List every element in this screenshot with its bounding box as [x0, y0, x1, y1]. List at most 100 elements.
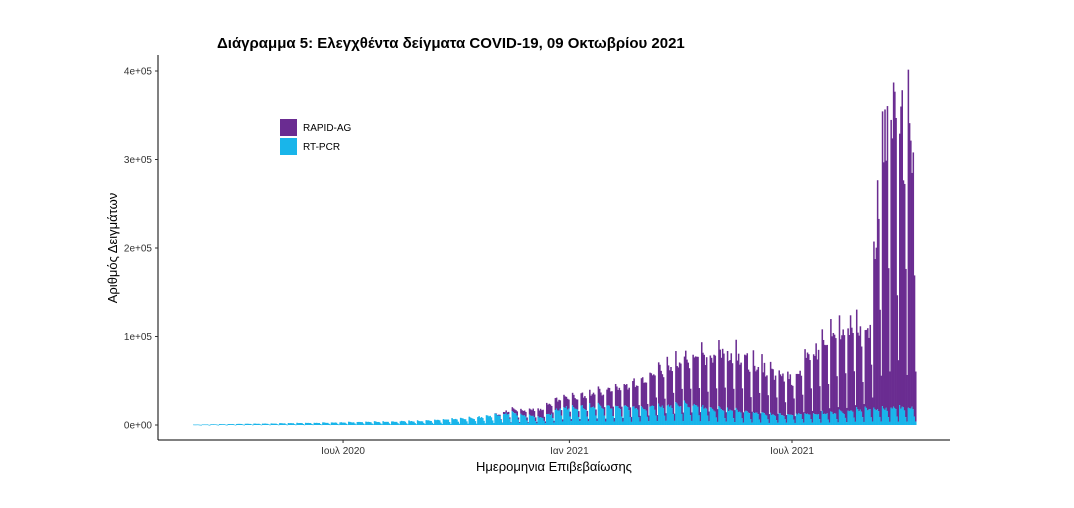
bar-rapid-ag — [827, 384, 830, 420]
bar-rt-pcr — [669, 406, 671, 425]
bar-rt-pcr — [395, 421, 398, 425]
bar-rt-pcr — [847, 410, 849, 425]
bar-rt-pcr — [823, 413, 826, 425]
bar-rt-pcr — [886, 410, 889, 425]
bar-rt-pcr — [709, 407, 712, 425]
bar-rt-pcr — [842, 413, 844, 425]
bar-rapid-ag — [576, 399, 579, 410]
bar-rapid-ag — [716, 409, 719, 422]
bar-rapid-ag — [682, 412, 685, 422]
bar-rapid-ag — [776, 397, 778, 421]
bar-rapid-ag — [498, 414, 500, 416]
bar-rt-pcr — [624, 405, 627, 425]
bar-rt-pcr — [469, 417, 472, 425]
bar-rt-pcr — [577, 416, 580, 425]
bar-rt-pcr — [753, 413, 756, 425]
bar-rt-pcr — [874, 409, 876, 425]
bar-rapid-ag — [552, 412, 554, 419]
bar-rt-pcr — [625, 406, 628, 425]
bar-rt-pcr — [470, 418, 473, 425]
bar-rt-pcr — [359, 421, 361, 425]
bar-rt-pcr — [291, 423, 293, 425]
bar-rapid-ag — [648, 415, 650, 422]
bar-rt-pcr — [511, 411, 514, 425]
bar-rt-pcr — [758, 419, 761, 425]
bar-rt-pcr — [565, 406, 568, 425]
bar-rapid-ag — [886, 106, 889, 411]
bar-rapid-ag — [789, 374, 792, 415]
bar-rapid-ag — [739, 364, 741, 412]
bar-rt-pcr — [825, 414, 827, 425]
bar-rapid-ag — [900, 106, 902, 409]
bar-rapid-ag — [622, 417, 624, 422]
bar-rt-pcr — [334, 422, 336, 425]
bar-rt-pcr — [894, 407, 896, 425]
bar-rt-pcr — [656, 421, 659, 425]
bar-rapid-ag — [859, 326, 862, 410]
bar-rt-pcr — [860, 411, 863, 425]
bar-rt-pcr — [809, 414, 811, 425]
bar-rt-pcr — [804, 413, 806, 425]
bar-rt-pcr — [852, 411, 854, 425]
bar-rt-pcr — [206, 424, 209, 426]
bar-rt-pcr — [900, 408, 902, 425]
bar-rt-pcr — [836, 419, 838, 425]
bar-rapid-ag — [895, 117, 897, 410]
bar-rt-pcr — [676, 403, 678, 425]
bar-rapid-ag — [542, 409, 544, 418]
bar-rt-pcr — [832, 413, 835, 425]
bar-rt-pcr — [509, 418, 511, 425]
bar-rapid-ag — [726, 350, 729, 408]
bar-rt-pcr — [459, 417, 462, 425]
bar-rapid-ag — [597, 386, 600, 403]
y-ticks: 0e+00 1e+05 2e+05 3e+05 4e+05 — [124, 67, 158, 432]
bar-rt-pcr — [605, 421, 607, 425]
bar-rapid-ag — [744, 354, 746, 412]
bar-rt-pcr — [859, 409, 862, 425]
bar-rt-pcr — [762, 412, 765, 425]
bar-rt-pcr — [635, 408, 638, 425]
bar-rapid-ag — [530, 409, 532, 416]
bar-rt-pcr — [244, 423, 247, 425]
bar-rt-pcr — [585, 410, 587, 425]
bar-rt-pcr — [806, 413, 809, 425]
bar-rapid-ag — [499, 414, 501, 416]
bar-rt-pcr — [688, 407, 691, 425]
bar-rt-pcr — [907, 407, 910, 425]
bar-rt-pcr — [451, 418, 453, 425]
bar-rt-pcr — [848, 411, 851, 425]
bar-rapid-ag — [653, 374, 655, 407]
bar-rapid-ag — [869, 324, 872, 410]
bar-rapid-ag — [871, 397, 874, 422]
bar-rt-pcr — [598, 404, 601, 425]
bar-rt-pcr — [311, 423, 313, 425]
bar-rt-pcr — [398, 424, 400, 425]
bar-rapid-ag — [884, 109, 886, 410]
bar-rt-pcr — [906, 421, 908, 425]
bar-rt-pcr — [830, 411, 832, 425]
bar-rapid-ag — [751, 411, 753, 423]
bar-rapid-ag — [506, 412, 509, 415]
bar-rapid-ag — [753, 365, 756, 414]
bar-rt-pcr — [355, 424, 357, 426]
bar-rapid-ag — [641, 377, 644, 408]
bar-rt-pcr — [425, 420, 427, 425]
bar-rapid-ag — [528, 408, 531, 415]
bar-rt-pcr — [777, 422, 779, 425]
bar-rt-pcr — [870, 417, 873, 425]
bar-rapid-ag — [698, 388, 701, 416]
bar-rt-pcr — [638, 417, 640, 425]
bar-rt-pcr — [243, 424, 245, 426]
bar-rapid-ag — [771, 368, 773, 416]
bar-rt-pcr — [684, 402, 687, 425]
bar-rt-pcr — [296, 422, 298, 425]
bar-rt-pcr — [682, 421, 685, 425]
bar-rapid-ag — [913, 275, 916, 417]
bar-rt-pcr — [640, 406, 643, 425]
bar-rapid-ag — [710, 357, 713, 408]
bar-rt-pcr — [327, 422, 329, 425]
bar-rapid-ag — [672, 392, 675, 415]
bar-rt-pcr — [360, 422, 362, 425]
bar-rapid-ag — [697, 356, 699, 407]
bar-rt-pcr — [344, 422, 346, 425]
